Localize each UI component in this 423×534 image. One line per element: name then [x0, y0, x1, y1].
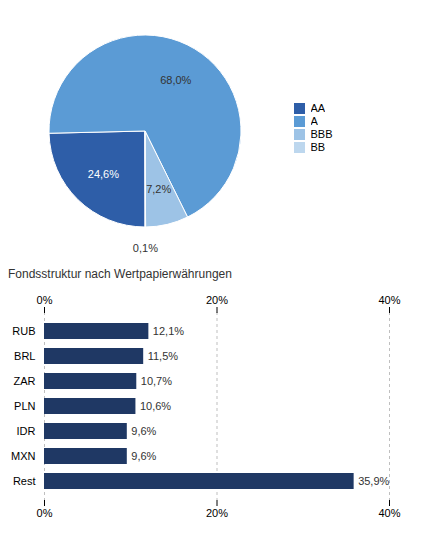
svg-text:MXN: MXN: [11, 450, 36, 462]
html-text:Fondsstruktur nach Wertpapierw: Fondsstruktur nach Wertpapierwährungen: [8, 267, 232, 281]
svg-text:0,1%: 0,1%: [133, 242, 158, 254]
svg-text:11,5%: 11,5%: [148, 350, 179, 362]
html-text:BB: BB: [310, 141, 326, 154]
svg-text:40%: 40%: [378, 507, 400, 519]
svg-text:PLN: PLN: [14, 400, 35, 412]
svg-text:24,6%: 24,6%: [88, 168, 119, 180]
svg-text:IDR: IDR: [17, 425, 36, 437]
svg-text:10,7%: 10,7%: [141, 375, 172, 387]
svg-text:68,0%: 68,0%: [160, 74, 191, 86]
svg-text:9,6%: 9,6%: [131, 425, 156, 437]
svg-text:Rest: Rest: [13, 475, 36, 487]
svg-text:ZAR: ZAR: [14, 375, 36, 387]
svg-text:RUB: RUB: [12, 325, 35, 337]
svg-text:0%: 0%: [37, 507, 53, 519]
html-text:A: A: [310, 115, 318, 128]
html-text:AA: AA: [310, 102, 326, 115]
svg-text:7,2%: 7,2%: [146, 183, 171, 195]
svg-text:20%: 20%: [206, 294, 228, 306]
svg-text:12,1%: 12,1%: [153, 325, 184, 337]
svg-text:BRL: BRL: [14, 350, 35, 362]
svg-text:10,6%: 10,6%: [140, 400, 171, 412]
svg-text:40%: 40%: [378, 294, 400, 306]
svg-text:9,6%: 9,6%: [131, 450, 156, 462]
svg-text:35,9%: 35,9%: [358, 475, 389, 487]
html-text:BBB: BBB: [310, 128, 333, 141]
svg-text:0%: 0%: [37, 294, 53, 306]
svg-text:20%: 20%: [206, 507, 228, 519]
